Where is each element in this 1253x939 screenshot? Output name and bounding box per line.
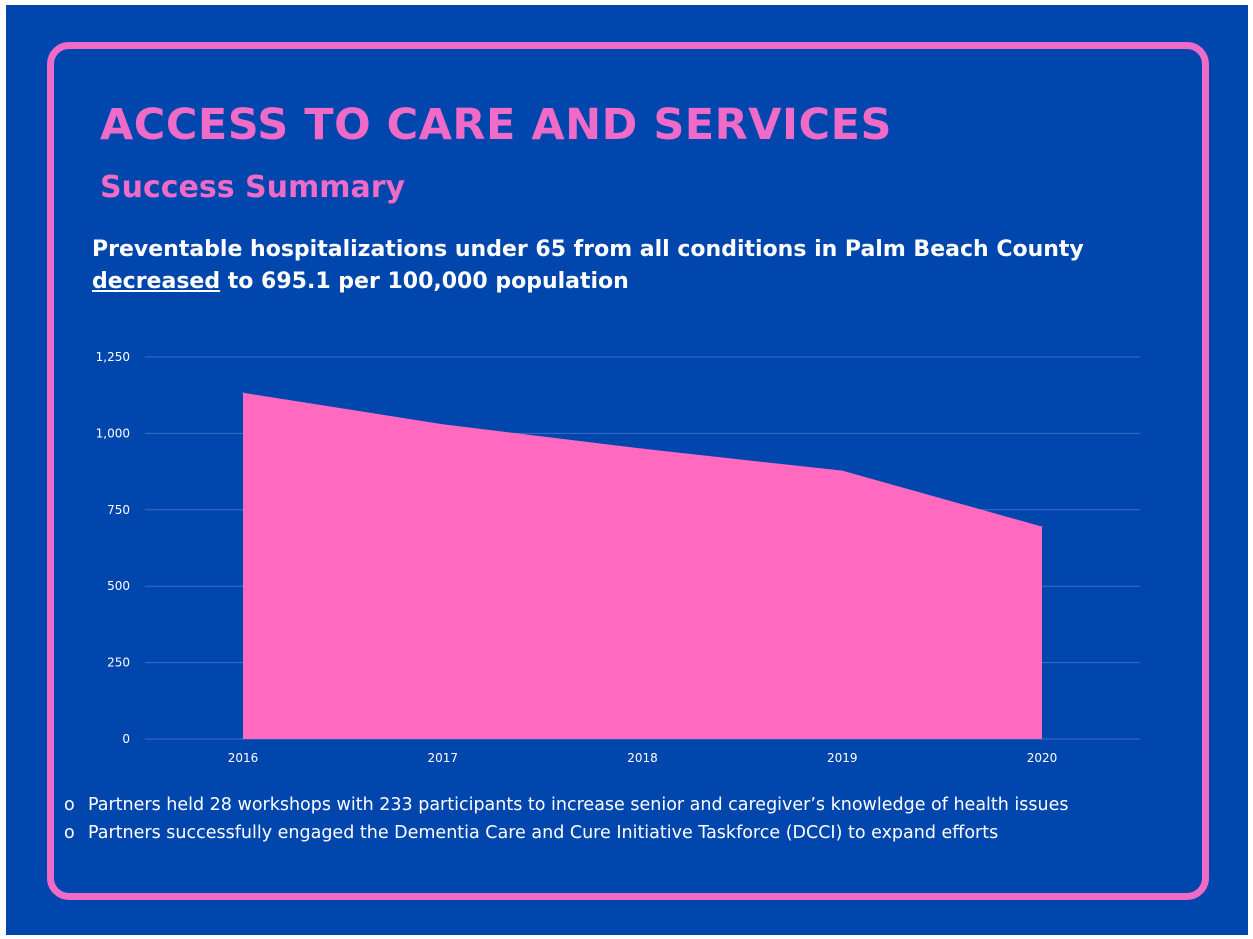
- data-point: [841, 470, 843, 472]
- bullet-marker: o: [64, 795, 75, 815]
- bullet-item: o Partners held 28 workshops with 233 par…: [64, 791, 1069, 819]
- x-tick-label: 2017: [427, 751, 458, 765]
- area-series: [243, 392, 1042, 739]
- data-point: [642, 448, 643, 450]
- bullet-text: Partners held 28 workshops with 233 part…: [88, 795, 1069, 815]
- bullet-item: o Partners successfully engaged the Demen…: [64, 819, 1069, 847]
- data-point: [442, 423, 444, 425]
- x-tick-label: 2018: [627, 751, 658, 765]
- bullet-text: Partners successfully engaged the Dement…: [88, 823, 999, 843]
- x-tick-label: 2016: [228, 751, 259, 765]
- data-point: [1041, 526, 1043, 528]
- x-tick-label: 2019: [827, 751, 858, 765]
- x-axis-ticks: 2016 2017 2018 2019 2020: [228, 751, 1058, 765]
- page-subtitle: Success Summary: [100, 170, 406, 205]
- headline: Preventable hospitalizations under 65 fr…: [92, 234, 1162, 298]
- x-tick-label: 2020: [1027, 751, 1058, 765]
- y-tick-label: 250: [107, 656, 130, 670]
- headline-line2: to 695.1 per 100,000 population: [220, 269, 629, 294]
- y-tick-label: 750: [107, 503, 130, 517]
- bullet-list: o Partners held 28 workshops with 233 par…: [64, 791, 1069, 847]
- y-tick-label: 1,000: [96, 426, 130, 440]
- page-title: ACCESS TO CARE AND SERVICES: [100, 100, 892, 150]
- y-axis-ticks: 0 250 500 750 1,000 1,250: [96, 350, 130, 746]
- headline-line1: Preventable hospitalizations under 65 fr…: [92, 237, 1084, 262]
- y-tick-label: 500: [107, 579, 130, 593]
- slide-frame: [47, 42, 1209, 900]
- y-tick-label: 0: [122, 732, 130, 746]
- bullet-marker: o: [64, 823, 75, 843]
- headline-underlined-word: decreased: [92, 269, 221, 294]
- data-point: [242, 392, 244, 394]
- chart-area-layer: [242, 392, 1043, 739]
- y-tick-label: 1,250: [96, 350, 130, 364]
